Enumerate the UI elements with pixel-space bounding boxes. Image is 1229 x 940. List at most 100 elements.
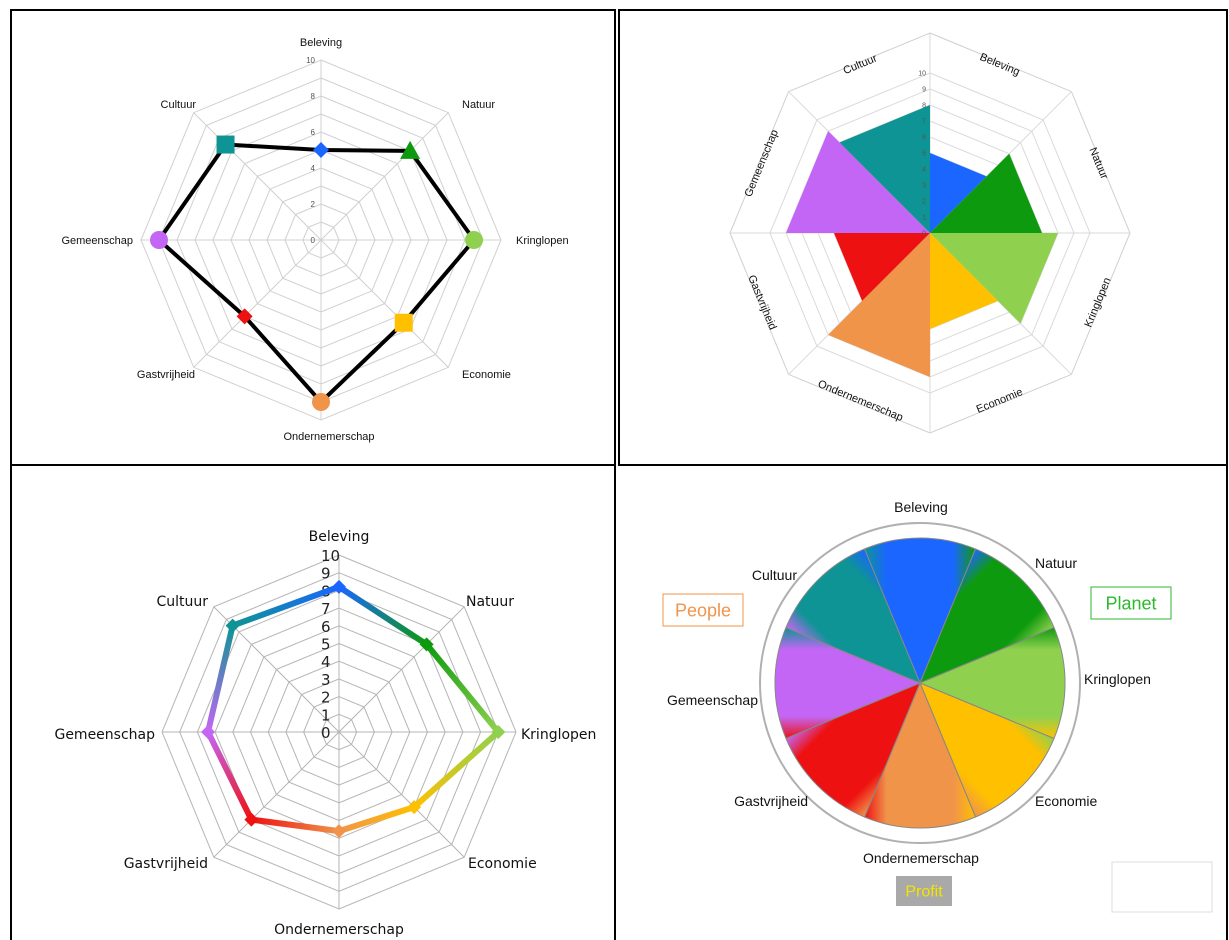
marker-cultuur xyxy=(216,135,235,154)
tick-label: 7 xyxy=(321,600,331,618)
pie-slice-gemeenschap xyxy=(774,626,922,740)
tick-label: 4 xyxy=(321,653,331,671)
marker-ondernemerschap xyxy=(332,824,346,839)
category-label-ondernemerschap: Ondernemerschap xyxy=(274,922,404,938)
category-label-beleving: Beleving xyxy=(300,37,342,49)
tick-label: 8 xyxy=(311,92,316,101)
tick-label: 6 xyxy=(922,135,926,142)
tick-label: 0 xyxy=(922,231,926,238)
pie-slice-ondernemerschap xyxy=(863,681,977,829)
category-label-gastvrijheid: Gastvrijheid xyxy=(124,856,208,872)
category-label-cultuur: Cultuur xyxy=(752,567,797,583)
category-label-natuur: Natuur xyxy=(1035,555,1077,571)
series-segment xyxy=(423,641,502,735)
sector-natuur xyxy=(930,153,1042,233)
chart-3-radar-gradient: 012345678910BelevingNatuurKringlopenEcon… xyxy=(54,529,596,938)
tick-label: 9 xyxy=(321,565,331,583)
category-label-cultuur: Cultuur xyxy=(161,99,197,111)
tick-label: 5 xyxy=(922,151,926,158)
tick-label: 10 xyxy=(918,71,926,78)
tick-label: 4 xyxy=(922,167,926,174)
tick-label: 0 xyxy=(311,236,316,245)
grid-spoke xyxy=(338,731,465,858)
tick-label: 6 xyxy=(311,128,316,137)
tick-label: 9 xyxy=(922,87,926,94)
category-label-beleving: Beleving xyxy=(894,499,948,515)
category-label-natuur: Natuur xyxy=(462,99,495,111)
category-label-economie: Economie xyxy=(468,856,537,872)
pie-slice-beleving xyxy=(863,537,977,685)
marker-beleving xyxy=(313,142,329,158)
tick-label: 1 xyxy=(321,706,331,724)
tick-label: 2 xyxy=(321,689,331,707)
category-label-economie: Economie xyxy=(462,369,511,381)
pie-slice-natuur xyxy=(919,548,1055,684)
category-label-kringlopen: Kringlopen xyxy=(516,235,569,247)
pie-slice-cultuur xyxy=(785,548,921,684)
marker-economie xyxy=(407,800,422,815)
cell-border-1 xyxy=(10,9,616,466)
series-segment xyxy=(248,816,342,835)
tick-label: 7 xyxy=(922,119,926,126)
grid-spoke xyxy=(193,112,322,241)
marker-beleving xyxy=(332,579,346,594)
category-label-kringlopen: Kringlopen xyxy=(521,727,596,743)
series-segment xyxy=(205,622,236,735)
marker-natuur xyxy=(400,140,421,159)
marker-gastvrijheid xyxy=(244,812,259,827)
series-segment xyxy=(411,729,502,811)
group-box-people xyxy=(662,593,744,627)
cell-border-2 xyxy=(618,9,1228,466)
category-label-ondernemerschap: Ondernemerschap xyxy=(863,850,979,866)
chart-1-radar-markers: 0 2 4 6 8 10 Beleving Natuur Kringlopen Economie O… xyxy=(61,37,568,443)
tick-label: 5 xyxy=(321,636,331,654)
sector-gastvrijheid xyxy=(834,233,930,301)
group-label-planet: Planet xyxy=(1105,593,1156,613)
group-box-planet xyxy=(1090,586,1172,620)
sector-kringlopen xyxy=(930,233,1058,324)
marker-natuur xyxy=(419,637,434,652)
grid-spoke xyxy=(193,239,322,368)
group-box-profit xyxy=(896,876,952,906)
marker-kringlopen xyxy=(491,725,506,739)
marker-gemeenschap xyxy=(201,725,216,739)
tick-label: 3 xyxy=(922,183,926,190)
series-line xyxy=(157,142,476,404)
sector-beleving xyxy=(930,153,987,233)
grid-spoke xyxy=(338,606,465,733)
marker-cultuur xyxy=(225,618,240,633)
tick-label: 2 xyxy=(311,200,316,209)
category-label-economie: Economie xyxy=(1035,793,1097,809)
tick-label: 10 xyxy=(306,56,315,65)
pie-slice-economie xyxy=(919,682,1055,818)
category-label-gastvrijheid: Gastvrijheid xyxy=(137,369,195,381)
sector-economie xyxy=(930,233,998,329)
category-label-cultuur: Cultuur xyxy=(156,594,208,610)
chart-4-pie: Beleving Natuur Kringlopen Economie Ondernem… xyxy=(662,499,1213,913)
category-label-gastvrijheid: Gastvrijheid xyxy=(734,793,808,809)
series-segment xyxy=(336,804,418,835)
tick-label: 3 xyxy=(321,671,331,689)
grid-spoke xyxy=(213,731,340,858)
series-segment xyxy=(336,583,430,648)
table-borders xyxy=(10,9,1228,940)
category-label-beleving: Beleving xyxy=(309,529,370,545)
tick-label: 10 xyxy=(321,547,340,565)
marker-ondernemerschap xyxy=(312,393,330,411)
category-label-natuur: Natuur xyxy=(466,594,514,610)
grid-spoke xyxy=(320,239,449,368)
category-label-ondernemerschap: Ondernemerschap xyxy=(283,431,374,443)
sector-ondernemerschap xyxy=(828,233,930,377)
tick-label: 6 xyxy=(321,618,331,636)
tick-label: 0 xyxy=(321,724,331,742)
category-label-gemeenschap: Gemeenschap xyxy=(61,235,133,247)
pie-slice-gastvrijheid xyxy=(785,682,921,818)
category-label-gemeenschap: Gemeenschap xyxy=(667,692,758,708)
marker-gemeenschap xyxy=(150,231,168,249)
marker-economie xyxy=(394,313,413,332)
sector-gemeenschap xyxy=(786,131,930,233)
series-segment xyxy=(205,729,255,823)
